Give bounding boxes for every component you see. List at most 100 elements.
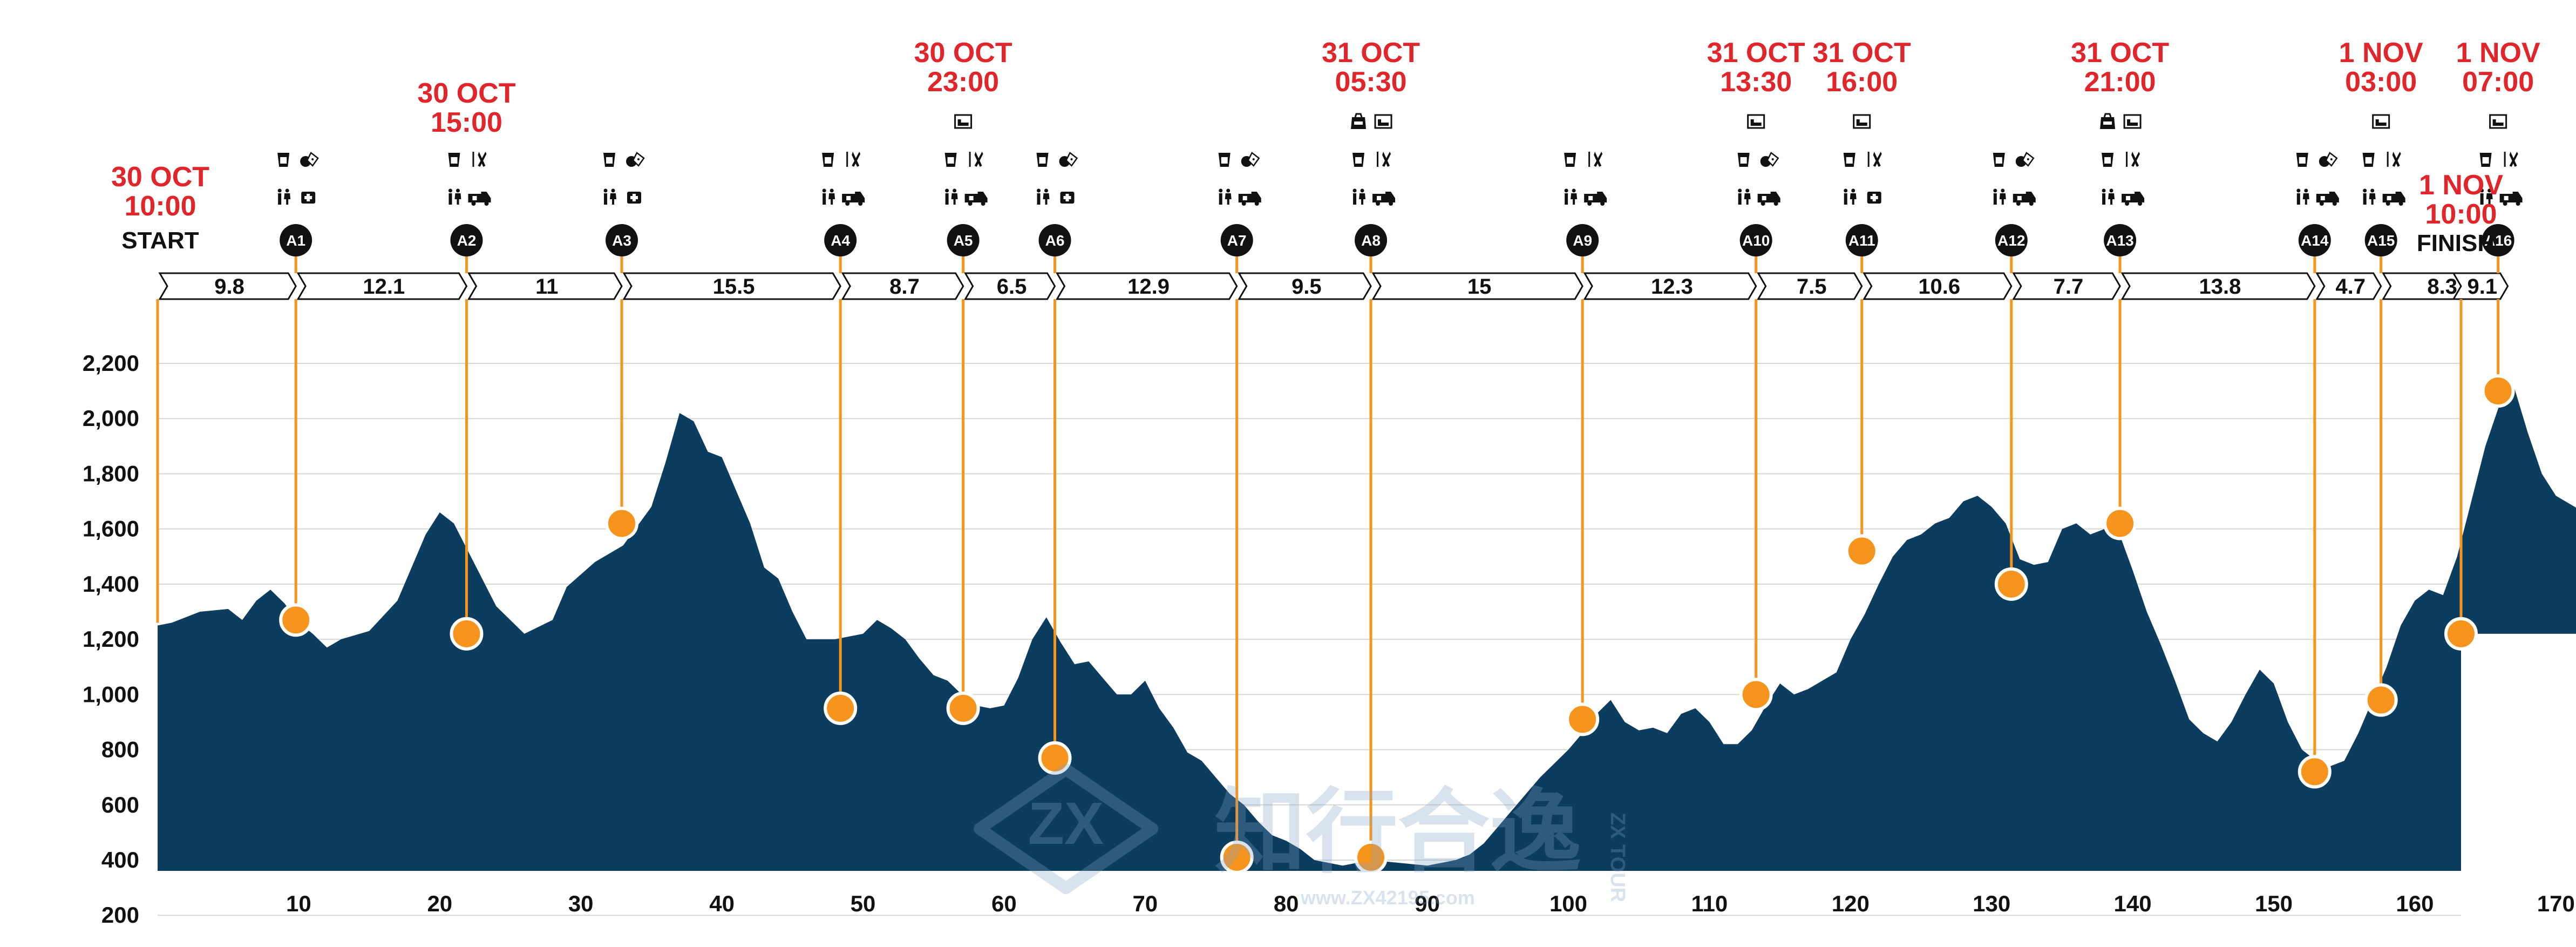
segment-box	[622, 272, 841, 300]
drop-bag-icon	[2099, 113, 2116, 130]
x-tick-label: 20	[427, 891, 452, 916]
ambulance-icon	[2013, 192, 2036, 206]
segment-box	[158, 272, 297, 300]
segment-distance-label: 9.5	[1292, 275, 1322, 299]
checkpoint-marker	[2481, 374, 2515, 408]
checkpoint-badge	[1845, 224, 1878, 256]
toilet-icon	[1844, 188, 1857, 205]
x-tick-label: 160	[2396, 891, 2434, 916]
svg-text:ZX: ZX	[1028, 790, 1104, 857]
segment-box	[1757, 272, 1863, 300]
water-icon	[448, 153, 460, 167]
checkpoint-badge	[1355, 224, 1388, 256]
checkpoint-badge	[1995, 224, 2028, 256]
x-tick-label: 30	[568, 891, 594, 916]
water-icon	[1737, 153, 1750, 167]
toilet-icon	[2363, 188, 2376, 205]
segment-box	[963, 272, 1056, 300]
x-tick-label: 170	[2537, 891, 2575, 916]
food-icon	[1240, 152, 1260, 168]
segment-distance-label: 13.8	[2199, 275, 2241, 299]
x-tick-label: 90	[1415, 891, 1440, 916]
checkpoint-marker	[2364, 683, 2398, 717]
x-axis: 10 20 30 40 50 60 70 80 90 100 110 120 130 140 150 160 1…	[286, 891, 2575, 916]
time-label: 30 OCT	[914, 37, 1012, 69]
checkpoint-marker	[1845, 534, 1879, 568]
checkpoint-badge	[280, 224, 312, 256]
x-tick-label: 100	[1549, 891, 1587, 916]
ambulance-icon	[2382, 192, 2405, 206]
checkpoint-badge	[1220, 224, 1253, 256]
x-tick-label: 10	[286, 891, 311, 916]
time-label: 30 OCT	[417, 78, 515, 109]
segment-box	[1583, 272, 1757, 300]
ambulance-icon	[842, 192, 865, 206]
segment-distance-label: 10.6	[1918, 275, 1960, 299]
checkpoint-label: A15	[2367, 232, 2395, 249]
medical-icon	[301, 192, 316, 204]
time-label: 10:00	[125, 191, 196, 222]
sleep-icon	[2489, 114, 2507, 129]
y-tick-label: 1,400	[83, 571, 139, 597]
watermark: ZX 知行合逸 ZX TOUR www.ZX42195.com	[974, 763, 1629, 909]
time-label: 16:00	[1826, 66, 1898, 98]
sleep-icon	[1747, 114, 1765, 129]
y-tick-label: 200	[101, 902, 139, 928]
medical-icon	[1060, 192, 1075, 204]
checkpoint-marker	[1220, 840, 1254, 874]
y-tick-label: 600	[101, 792, 139, 817]
checkpoint-marker	[1739, 678, 1773, 712]
checkpoint-label: A11	[1848, 232, 1875, 249]
water-icon	[1993, 153, 2005, 167]
water-icon	[2479, 153, 2492, 167]
toilet-icon	[822, 188, 835, 205]
endpoint-labels: START FINISH	[121, 227, 2495, 256]
checkpoint-marker	[279, 603, 313, 637]
segment-distance-label: 12.3	[1651, 275, 1693, 299]
segment-box	[1055, 272, 1238, 300]
segment-distance-label: 12.9	[1127, 275, 1170, 299]
sleep-icon	[2372, 114, 2390, 129]
watermark-tag: ZX TOUR	[1606, 813, 1629, 902]
meal-icon	[472, 152, 487, 167]
food-icon	[1759, 152, 1779, 168]
x-tick-label: 60	[991, 891, 1017, 916]
time-label: 21:00	[2084, 66, 2156, 98]
meal-icon	[846, 152, 861, 167]
meal-icon	[2504, 152, 2518, 167]
checkpoint-badge	[2298, 224, 2331, 256]
y-axis: 200 400 600 800 1,000 1,200 1,400 1,600 1,800 2,0…	[83, 350, 139, 928]
checkpoint-badge	[2364, 224, 2397, 256]
checkpoint-badge	[1566, 224, 1599, 256]
checkpoint-label: A1	[286, 232, 305, 249]
segment-box	[1238, 272, 1372, 300]
x-tick-label: 120	[1832, 891, 1870, 916]
ambulance-icon	[468, 192, 491, 206]
ambulance-icon	[964, 192, 988, 206]
toilet-icon	[603, 188, 617, 205]
segment-box	[1371, 272, 1583, 300]
checkpoint-label: A7	[1227, 232, 1247, 249]
watermark-brand: 知行合逸	[1214, 781, 1581, 884]
toilet-icon	[1564, 188, 1578, 205]
checkpoint-badge	[1038, 224, 1071, 256]
checkpoint-marker	[1354, 840, 1388, 874]
segment-distance-bar: 9.8 12.1 11 15.5 8.7 6.5 12.9 9.5 15 12.3 7.5 10.6 7…	[158, 272, 2509, 300]
segment-distance-label: 15.5	[713, 275, 755, 299]
checkpoint-label: A13	[2106, 232, 2133, 249]
water-icon	[603, 153, 616, 167]
checkpoint-badge	[2482, 224, 2514, 256]
drop-bag-icon	[1350, 113, 1367, 130]
segment-distance-label: 8.3	[2427, 275, 2457, 299]
service-icons	[277, 113, 2523, 206]
water-icon	[2296, 153, 2308, 167]
checkpoint-label: A5	[954, 232, 973, 249]
time-label: 31 OCT	[1322, 37, 1420, 69]
medical-icon	[627, 192, 642, 204]
y-tick-label: 2,000	[83, 405, 139, 431]
time-label: 15:00	[431, 107, 502, 138]
checkpoint-marker	[2444, 617, 2478, 651]
checkpoint-marker	[605, 506, 639, 540]
